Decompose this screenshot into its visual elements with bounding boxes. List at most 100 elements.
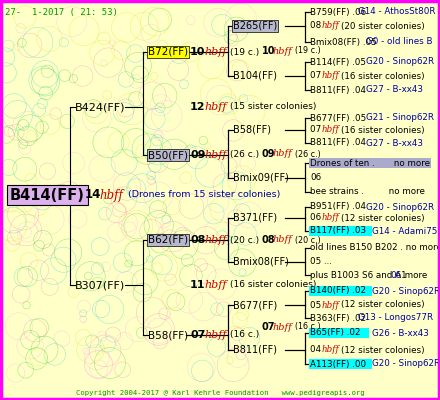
Text: hbff: hbff (204, 280, 227, 290)
Text: G27 - B-xx43: G27 - B-xx43 (366, 86, 423, 94)
Text: 08: 08 (262, 235, 275, 245)
Text: B363(FF) .02: B363(FF) .02 (310, 314, 366, 322)
Text: 04: 04 (310, 346, 324, 354)
Text: B759(FF) .06: B759(FF) .06 (310, 8, 366, 16)
Text: hbff: hbff (321, 300, 339, 310)
Text: 08: 08 (310, 22, 324, 30)
Text: G20 - Sinop62R: G20 - Sinop62R (372, 286, 440, 296)
Text: hbff: hbff (204, 330, 227, 340)
Text: (Drones from 15 sister colonies): (Drones from 15 sister colonies) (128, 190, 280, 200)
Text: 06: 06 (310, 174, 321, 182)
Text: hbff: hbff (321, 126, 339, 134)
Text: 10: 10 (262, 46, 275, 56)
Text: hbff: hbff (321, 22, 339, 30)
Text: G27 - B-xx43: G27 - B-xx43 (366, 138, 423, 148)
Text: hbff: hbff (273, 236, 293, 244)
Text: (26 c.): (26 c.) (295, 150, 321, 158)
Text: hbff: hbff (273, 322, 293, 332)
Text: 08: 08 (190, 235, 205, 245)
Text: B424(FF): B424(FF) (75, 102, 125, 112)
Text: plus B1003 S6 and A1: plus B1003 S6 and A1 (310, 270, 407, 280)
Text: hbff: hbff (204, 47, 227, 57)
Text: G26 - B-xx43: G26 - B-xx43 (372, 328, 429, 338)
Text: 14: 14 (85, 188, 101, 202)
Text: 09: 09 (262, 149, 275, 159)
Text: B414(FF): B414(FF) (10, 188, 85, 202)
Text: more: more (402, 270, 427, 280)
Text: G14 - Adami75R: G14 - Adami75R (372, 226, 440, 236)
Text: (20 c.): (20 c.) (295, 236, 321, 244)
Text: B58(FF): B58(FF) (148, 330, 188, 340)
Text: (12 sister colonies): (12 sister colonies) (341, 346, 425, 354)
Text: B307(FF): B307(FF) (75, 280, 125, 290)
Text: B811(FF) .04: B811(FF) .04 (310, 86, 371, 94)
Text: Bmix08(FF): Bmix08(FF) (233, 257, 289, 267)
Text: Bmix08(FF) .05: Bmix08(FF) .05 (310, 38, 377, 46)
Text: (16 sister colonies): (16 sister colonies) (341, 72, 425, 80)
Text: 09: 09 (190, 150, 205, 160)
Text: (16 c.): (16 c.) (230, 330, 259, 340)
Text: 05 ...: 05 ... (310, 258, 332, 266)
Text: 05: 05 (310, 300, 324, 310)
Text: B72(FF): B72(FF) (148, 47, 188, 57)
Text: Copyright 2004-2017 @ Karl Kehrle Foundation   www.pedigreapis.org: Copyright 2004-2017 @ Karl Kehrle Founda… (76, 390, 364, 396)
Text: hbff: hbff (204, 235, 227, 245)
Text: hbff: hbff (321, 72, 339, 80)
Text: A113(FF) .00: A113(FF) .00 (310, 360, 372, 368)
Text: hbff: hbff (273, 46, 293, 56)
Text: B140(FF) .02: B140(FF) .02 (310, 286, 371, 296)
Text: G14 - AthosSt80R: G14 - AthosSt80R (358, 8, 436, 16)
Text: Bmix09(FF): Bmix09(FF) (233, 173, 289, 183)
Text: (20 c.): (20 c.) (230, 236, 259, 244)
Text: B62(FF): B62(FF) (148, 235, 188, 245)
Text: (12 sister colonies): (12 sister colonies) (341, 214, 425, 222)
Text: G20 - Sinop62R: G20 - Sinop62R (372, 360, 440, 368)
Text: 07: 07 (310, 72, 324, 80)
Text: hbff: hbff (321, 214, 339, 222)
Text: 10: 10 (190, 47, 205, 57)
Text: 07: 07 (310, 126, 324, 134)
Text: (16 sister colonies): (16 sister colonies) (230, 280, 316, 290)
Text: hbff: hbff (99, 188, 123, 202)
Text: (15 sister colonies): (15 sister colonies) (230, 102, 316, 112)
Text: (12 sister colonies): (12 sister colonies) (341, 300, 425, 310)
Text: (19 c.): (19 c.) (295, 46, 321, 56)
Text: B811(FF): B811(FF) (233, 345, 277, 355)
Text: (19 c.): (19 c.) (230, 48, 259, 56)
Text: B50(FF): B50(FF) (148, 150, 188, 160)
Text: B114(FF) .05: B114(FF) .05 (310, 58, 371, 66)
Text: B58(FF): B58(FF) (233, 125, 271, 135)
Text: hbff: hbff (273, 150, 293, 158)
Text: G13 - Longos77R: G13 - Longos77R (358, 314, 433, 322)
Text: 07: 07 (190, 330, 205, 340)
Text: 06: 06 (310, 214, 324, 222)
Text: Drones of ten .       no more: Drones of ten . no more (310, 158, 430, 168)
Text: (26 c.): (26 c.) (230, 150, 259, 160)
Text: bee strains .         no more: bee strains . no more (310, 188, 425, 196)
Text: hbff: hbff (204, 102, 227, 112)
Text: 07: 07 (262, 322, 275, 332)
Text: B677(FF) .05: B677(FF) .05 (310, 114, 372, 122)
Text: B117(FF) .03: B117(FF) .03 (310, 226, 372, 236)
Text: G20 - Sinop62R: G20 - Sinop62R (366, 58, 434, 66)
Text: B65(FF) .02: B65(FF) .02 (310, 328, 369, 338)
Text: 27-  1-2017 ( 21: 53): 27- 1-2017 ( 21: 53) (5, 8, 118, 17)
Text: G21 - Sinop62R: G21 - Sinop62R (366, 114, 434, 122)
Text: 11: 11 (190, 280, 205, 290)
Text: G20 - Sinop62R: G20 - Sinop62R (366, 202, 434, 212)
Text: B265(FF): B265(FF) (233, 21, 277, 31)
Text: hbff: hbff (321, 346, 339, 354)
Text: B677(FF): B677(FF) (233, 300, 277, 310)
Text: (20 sister colonies): (20 sister colonies) (341, 22, 425, 30)
Text: hbff: hbff (204, 150, 227, 160)
Text: B371(FF): B371(FF) (233, 213, 277, 223)
Text: (16 c.): (16 c.) (295, 322, 321, 332)
Text: 12: 12 (190, 102, 205, 112)
Text: B811(FF) .04: B811(FF) .04 (310, 138, 371, 148)
Text: B951(FF) .04: B951(FF) .04 (310, 202, 371, 212)
Text: B104(FF): B104(FF) (233, 71, 277, 81)
Text: old lines B150 B202 . no more: old lines B150 B202 . no more (310, 244, 440, 252)
Text: (16 sister colonies): (16 sister colonies) (341, 126, 425, 134)
Text: 06: 06 (390, 270, 401, 280)
Text: G0 - old lines B: G0 - old lines B (366, 38, 433, 46)
